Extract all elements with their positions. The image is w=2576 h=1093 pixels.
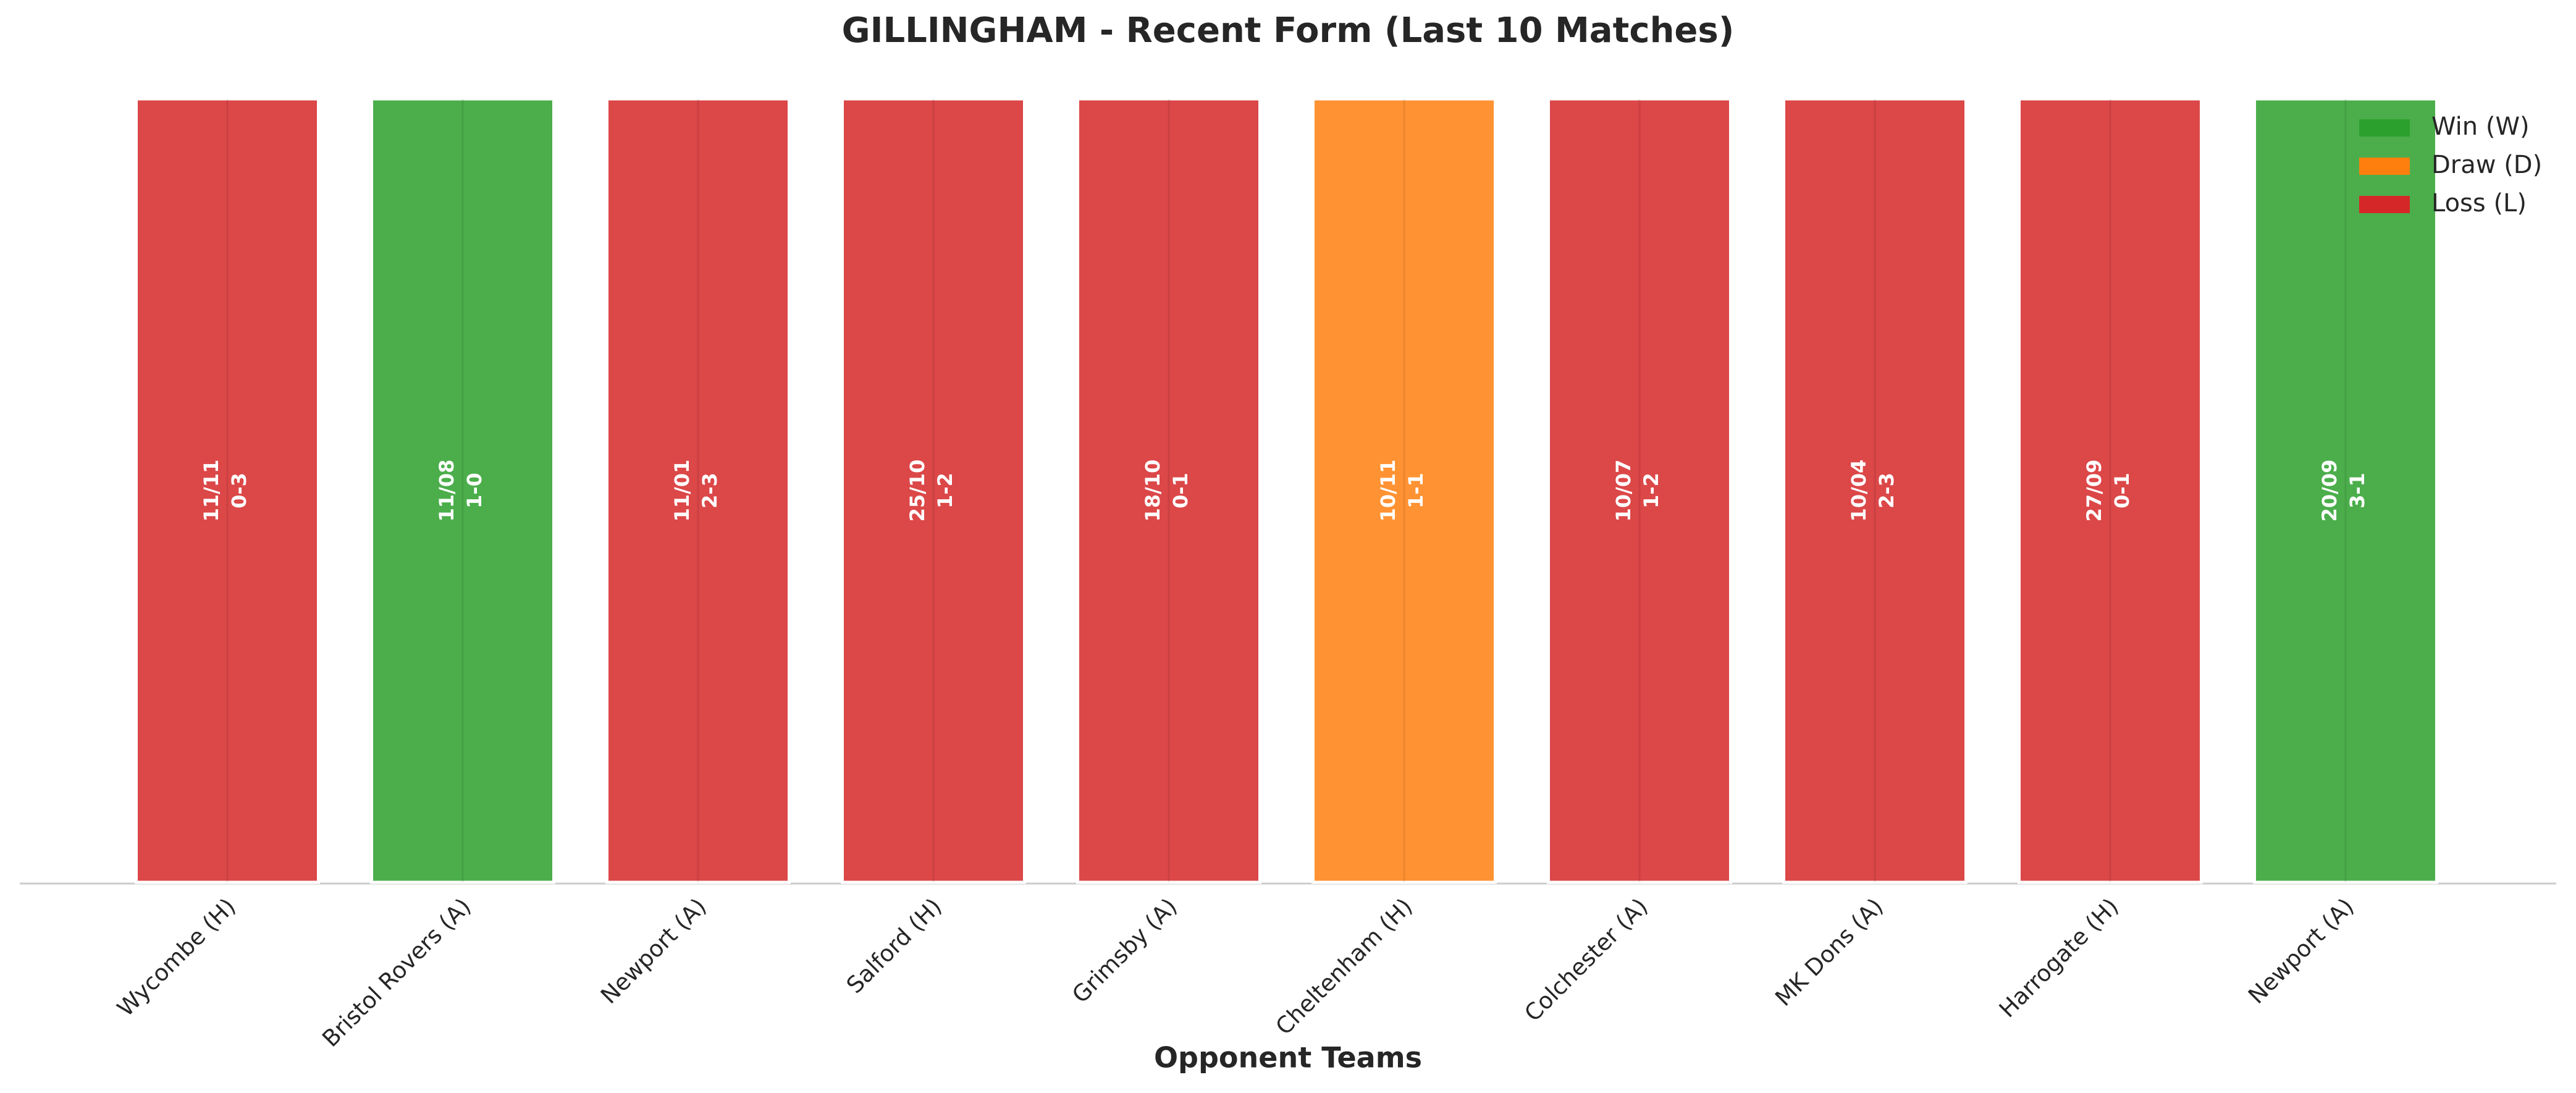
bar-date-label: 11/11 xyxy=(200,460,223,522)
bar-date-label: 20/09 xyxy=(2318,460,2341,522)
bar xyxy=(2253,97,2438,884)
bar-score-label: 2-3 xyxy=(698,473,722,509)
legend-label: Draw (D) xyxy=(2431,151,2542,179)
x-tick-label: Harrogate (H) xyxy=(1994,893,2124,1023)
x-tick-label: Newport (A) xyxy=(2243,893,2359,1009)
legend-label: Loss (L) xyxy=(2431,189,2527,217)
legend-swatch xyxy=(2359,158,2410,175)
bar-score-label: 0-1 xyxy=(1169,473,1192,509)
bar-score-label: 1-2 xyxy=(933,473,957,509)
x-tick-label: Colchester (A) xyxy=(1519,893,1652,1026)
bar xyxy=(370,97,555,884)
bar-date-label: 11/01 xyxy=(670,460,694,522)
legend-swatch xyxy=(2359,196,2410,213)
bar xyxy=(1782,97,1968,884)
x-tick-label: Salford (H) xyxy=(841,893,947,998)
bar-date-label: 10/04 xyxy=(1847,460,1871,522)
bar-date-label: 10/11 xyxy=(1376,460,1400,522)
chart-title: GILLINGHAM - Recent Form (Last 10 Matche… xyxy=(842,11,1735,51)
x-tick-label: Bristol Rovers (A) xyxy=(317,893,476,1052)
x-axis-label: Opponent Teams xyxy=(1154,1041,1422,1074)
bar xyxy=(2018,97,2203,884)
bar-score-label: 0-3 xyxy=(227,473,251,509)
bar-date-label: 11/08 xyxy=(435,460,458,522)
bar-score-label: 3-1 xyxy=(2346,473,2369,509)
bar-date-label: 27/09 xyxy=(2082,460,2106,522)
bar-score-label: 1-2 xyxy=(1639,473,1663,509)
bar-score-label: 2-3 xyxy=(1875,473,1898,509)
bar xyxy=(1076,97,1261,884)
bar-date-label: 25/10 xyxy=(906,460,929,522)
bar xyxy=(605,97,791,884)
x-tick-label: Newport (A) xyxy=(596,893,712,1009)
bar-date-label: 18/10 xyxy=(1141,460,1164,522)
bar-score-label: 0-1 xyxy=(2110,473,2134,509)
bar-score-label: 1-0 xyxy=(463,473,486,509)
x-tick-label: Grimsby (A) xyxy=(1067,893,1182,1008)
bar xyxy=(841,97,1026,884)
bar xyxy=(135,97,320,884)
bar xyxy=(1311,97,1497,884)
bar-score-label: 1-1 xyxy=(1404,473,1428,509)
x-tick-label: Cheltenham (H) xyxy=(1271,893,1418,1040)
bar-date-label: 10/07 xyxy=(1612,460,1635,522)
legend-label: Win (W) xyxy=(2431,112,2530,141)
x-tick-label: Wycombe (H) xyxy=(112,893,241,1021)
x-tick-label: MK Dons (A) xyxy=(1770,893,1888,1011)
legend-swatch xyxy=(2359,119,2410,137)
bar xyxy=(1547,97,1732,884)
